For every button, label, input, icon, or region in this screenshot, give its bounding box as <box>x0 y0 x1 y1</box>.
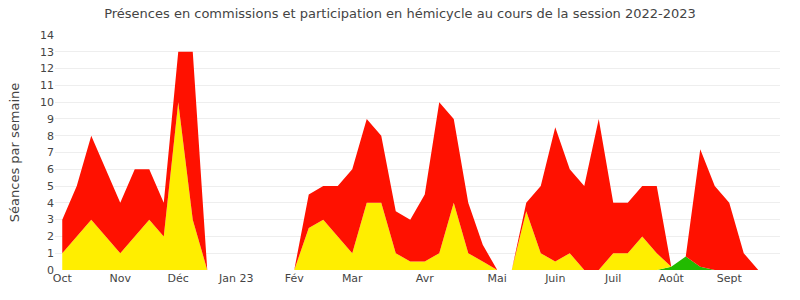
svg-text:14: 14 <box>40 29 54 42</box>
svg-text:2: 2 <box>47 230 54 243</box>
svg-text:Fév: Fév <box>285 272 304 285</box>
svg-text:Août: Août <box>659 272 685 285</box>
svg-text:Juin: Juin <box>544 272 565 285</box>
svg-text:Présences en commissions et pa: Présences en commissions et participatio… <box>104 6 696 21</box>
svg-text:9: 9 <box>47 113 54 126</box>
svg-text:11: 11 <box>40 79 54 92</box>
svg-text:7: 7 <box>47 146 54 159</box>
svg-text:4: 4 <box>47 197 54 210</box>
svg-text:0: 0 <box>47 264 54 277</box>
svg-text:Juil: Juil <box>604 272 621 285</box>
svg-text:6: 6 <box>47 163 54 176</box>
svg-text:5: 5 <box>47 180 54 193</box>
svg-text:Mai: Mai <box>488 272 507 285</box>
svg-text:1: 1 <box>47 247 54 260</box>
svg-text:3: 3 <box>47 213 54 226</box>
svg-text:13: 13 <box>40 46 54 59</box>
svg-text:Séances par semaine: Séances par semaine <box>7 83 22 222</box>
svg-text:Oct: Oct <box>53 272 73 285</box>
svg-text:12: 12 <box>40 62 54 75</box>
svg-text:Sept: Sept <box>717 272 743 285</box>
svg-text:10: 10 <box>40 96 54 109</box>
svg-text:Mar: Mar <box>342 272 363 285</box>
svg-text:Déc: Déc <box>168 272 189 285</box>
svg-text:8: 8 <box>47 130 54 143</box>
svg-text:Jan 23: Jan 23 <box>218 272 253 285</box>
svg-text:Avr: Avr <box>416 272 434 285</box>
svg-text:Nov: Nov <box>110 272 132 285</box>
